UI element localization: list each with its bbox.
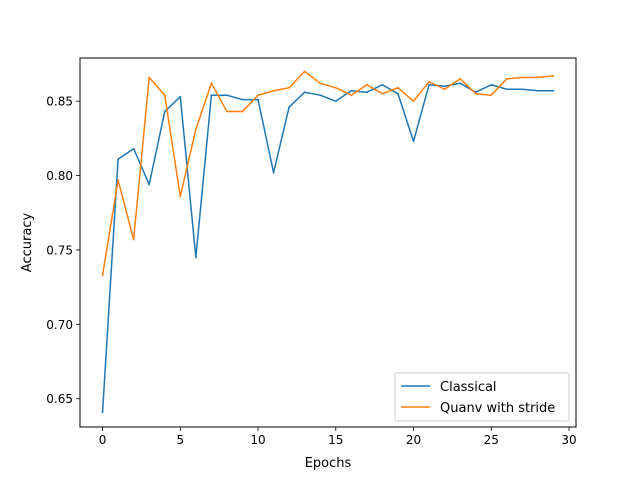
- x-tick-label: 0: [99, 433, 107, 447]
- data-point: [381, 92, 384, 95]
- legend: Classical Quanv with stride: [394, 372, 570, 422]
- data-point: [490, 94, 493, 97]
- data-point: [272, 171, 275, 174]
- data-point: [505, 77, 508, 80]
- data-point: [179, 195, 182, 198]
- data-point: [412, 100, 415, 103]
- data-point: [334, 100, 337, 103]
- x-tick-label: 15: [328, 433, 343, 447]
- data-point: [412, 140, 415, 143]
- data-point: [474, 92, 477, 95]
- data-point: [226, 94, 228, 97]
- data-point: [132, 238, 135, 241]
- series-quanv-with-stride: [101, 70, 555, 277]
- data-point: [505, 88, 508, 91]
- data-point: [552, 74, 555, 77]
- series-line: [101, 70, 555, 277]
- data-point: [334, 86, 337, 89]
- x-tick-label: 5: [176, 433, 184, 447]
- data-point: [521, 76, 524, 79]
- data-point: [381, 83, 384, 86]
- data-point: [288, 106, 291, 108]
- y-tick-label: 0.85: [46, 95, 73, 109]
- data-point: [241, 98, 244, 101]
- data-point: [101, 274, 104, 277]
- data-point: [319, 94, 322, 97]
- data-point: [397, 86, 399, 89]
- data-point: [194, 128, 197, 131]
- data-point: [257, 94, 259, 97]
- data-point: [194, 256, 197, 259]
- data-point: [303, 91, 306, 94]
- data-point: [148, 183, 151, 186]
- data-point: [319, 82, 322, 85]
- data-point: [101, 411, 104, 414]
- plot-frame: [79, 57, 577, 428]
- y-axis: 0.65 0.70 0.75 0.80 0.85: [46, 95, 80, 406]
- data-point: [350, 89, 353, 92]
- data-point: [490, 83, 493, 86]
- data-point: [303, 70, 306, 73]
- y-tick-label: 0.75: [46, 243, 73, 257]
- x-axis: 0 5 10 15 20 25 30: [99, 427, 577, 447]
- data-point: [272, 89, 275, 92]
- data-point: [428, 83, 430, 86]
- data-point: [288, 86, 291, 89]
- x-axis-title: Epochs: [305, 456, 352, 471]
- data-point: [443, 85, 446, 88]
- data-point: [148, 76, 151, 79]
- legend-label-quanv: Quanv with stride: [440, 401, 555, 416]
- data-point: [552, 89, 555, 92]
- data-point: [443, 88, 446, 91]
- y-tick-label: 0.80: [46, 169, 73, 183]
- data-point: [226, 110, 228, 113]
- x-tick-label: 20: [406, 433, 421, 447]
- y-axis-title: Accuracy: [20, 213, 35, 273]
- legend-label-classical: Classical: [440, 380, 497, 395]
- data-point: [521, 88, 524, 91]
- y-tick-label: 0.65: [46, 392, 73, 406]
- y-tick-label: 0.70: [46, 318, 73, 332]
- data-point: [350, 94, 353, 97]
- data-point: [179, 95, 182, 98]
- data-point: [459, 77, 462, 80]
- series-classical: [101, 82, 555, 414]
- data-point: [397, 92, 399, 95]
- x-tick-label: 10: [250, 433, 265, 447]
- data-point: [537, 89, 539, 92]
- data-point: [365, 83, 368, 86]
- series-line: [101, 82, 555, 413]
- data-point: [241, 110, 244, 113]
- x-tick-label: 30: [561, 433, 576, 447]
- data-point: [210, 94, 213, 97]
- data-point: [163, 110, 166, 113]
- data-point: [537, 76, 539, 79]
- data-point: [210, 82, 213, 85]
- data-point: [132, 147, 135, 150]
- series-layer: [101, 70, 555, 414]
- data-point: [428, 80, 430, 83]
- x-tick-label: 25: [484, 433, 499, 447]
- data-point: [117, 158, 119, 161]
- data-point: [117, 179, 119, 181]
- data-point: [459, 82, 462, 85]
- data-point: [257, 98, 259, 101]
- data-point: [163, 94, 166, 97]
- data-point: [365, 91, 368, 94]
- legend-box: [394, 372, 570, 422]
